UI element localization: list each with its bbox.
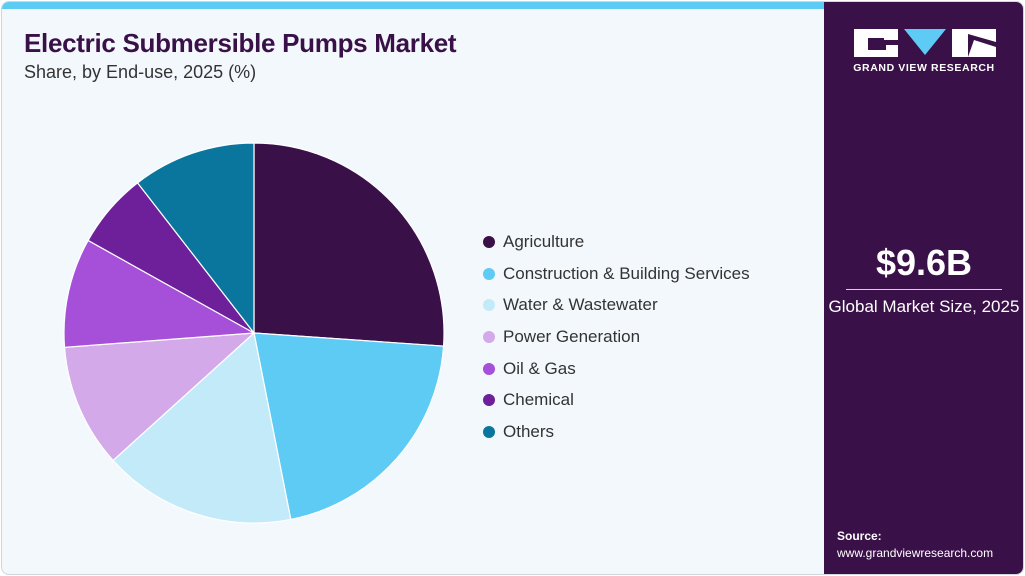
legend-swatch (483, 299, 495, 312)
source-label: Source: (837, 529, 882, 543)
divider (846, 289, 1002, 290)
source-link[interactable]: www.grandviewresearch.com (837, 546, 994, 560)
pie-slice-water-wastewater (112, 331, 292, 524)
pie-chart (63, 142, 445, 524)
legend-item: Chemical (483, 384, 750, 416)
legend-item: Power Generation (483, 321, 750, 353)
legend-item: Others (483, 416, 750, 448)
legend-swatch (483, 235, 495, 248)
legend-item: Oil & Gas (483, 353, 750, 385)
logo-text: GRAND VIEW RESEARCH (853, 62, 995, 74)
legend-item: Water & Wastewater (483, 289, 750, 321)
pie-slice-others (136, 142, 255, 335)
accent-bar (2, 2, 824, 9)
source: Source: www.grandviewresearch.com (837, 528, 993, 562)
legend-item: Construction & Building Services (483, 258, 750, 290)
legend-item: Agriculture (483, 226, 750, 258)
pie-slice-construction-building-services (253, 332, 445, 521)
legend-swatch (483, 362, 495, 375)
pie-slice-power-generation (63, 332, 256, 462)
legend-label: Construction & Building Services (503, 263, 750, 283)
pie-slice-oil-gas (63, 239, 257, 348)
gvr-logo (854, 29, 996, 57)
legend-swatch (483, 425, 495, 438)
legend-swatch (483, 267, 495, 280)
market-size-value: $9.6B (875, 242, 973, 283)
chart-title: Electric Submersible Pumps Market (24, 28, 457, 58)
legend-label: Chemical (503, 390, 574, 410)
market-size-label: Global Market Size, 2025 (828, 297, 1020, 316)
legend-label: Power Generation (503, 326, 641, 346)
chart-subtitle: Share, by End-use, 2025 (%) (24, 62, 257, 82)
legend-swatch (483, 330, 495, 343)
legend-swatch (483, 394, 495, 407)
legend-label: Oil & Gas (503, 358, 576, 378)
legend-label: Water & Wastewater (503, 295, 658, 315)
side-panel: GRAND VIEW RESEARCH $9.6B Global Market … (824, 2, 1023, 574)
legend: Agriculture Construction & Building Servi… (483, 226, 750, 448)
legend-label: Agriculture (503, 231, 585, 251)
pie-slice-agriculture (253, 142, 445, 347)
legend-label: Others (503, 421, 555, 441)
